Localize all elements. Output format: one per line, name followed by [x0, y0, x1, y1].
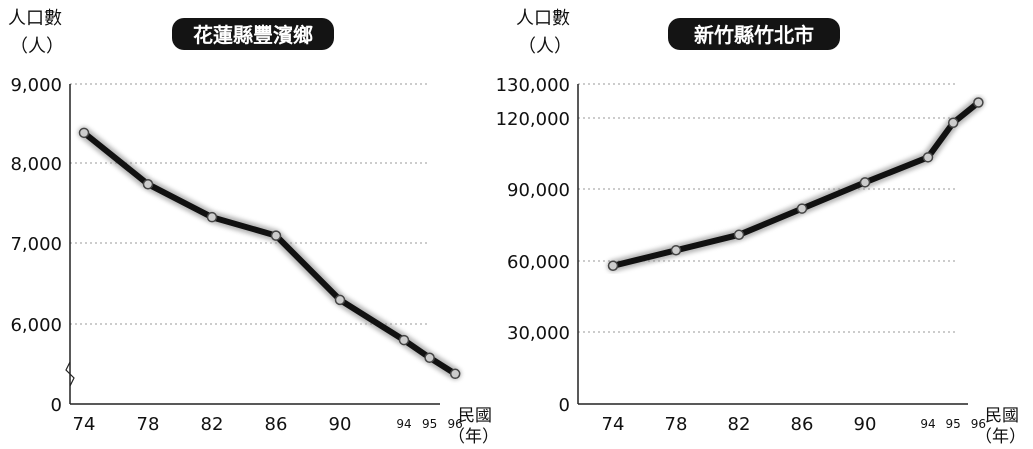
c1-x-tick-label: 74: [73, 414, 96, 435]
c2-data-point: [733, 229, 745, 241]
chart-2-title: 新竹縣竹北市: [694, 23, 814, 47]
c1-data-point: [142, 178, 154, 190]
chart-2-gridlines: [578, 83, 956, 333]
c2-series-line-shadow: [607, 96, 985, 272]
chart-1-axis-break: [65, 361, 75, 387]
c1-y-tick-label: 8,000: [10, 154, 62, 175]
c2-x-tick-label: 74: [602, 414, 625, 435]
c2-y-tick-label: 60,000: [507, 252, 570, 273]
c2-y-tick-label: 130,000: [496, 75, 570, 96]
chart-2-title-badge: 新竹縣竹北市: [668, 18, 840, 50]
c1-x-tick-label: 78: [137, 414, 160, 435]
chart-1-y-label-line1: 人口數: [8, 8, 62, 29]
chart-1-title-badge: 花蓮縣豐濱鄉: [172, 18, 334, 50]
c1-data-point: [334, 294, 346, 306]
c1-x-tick-label: 94: [396, 417, 411, 431]
chart-2-y-label-line1: 人口數: [516, 8, 570, 29]
c1-y-tick-label: 6,000: [10, 315, 62, 336]
chart-1-series: [78, 126, 462, 380]
c1-x-tick-label: 90: [329, 414, 352, 435]
chart-1-y-tick-labels: 0 6,000 7,000 8,000 9,000: [10, 75, 62, 416]
chart-2: 0 30,000 60,000 90,000 120,000 130,000 74 78 82…: [496, 8, 1026, 447]
chart-1-y-label-line2: （人）: [10, 36, 64, 57]
c1-data-point: [398, 334, 410, 346]
c2-x-tick-label: 78: [665, 414, 688, 435]
c1-y-tick-label: 9,000: [10, 75, 62, 96]
chart-1-x-label-line2: （年）: [448, 427, 499, 447]
chart-1-x-tick-labels: 74 78 82 86 90 94 95 96: [73, 414, 463, 435]
c2-y-tick-label: 120,000: [496, 109, 570, 130]
c2-data-point: [670, 245, 682, 256]
c2-data-point: [947, 117, 959, 129]
c2-x-tick-label: 90: [854, 414, 877, 435]
c1-data-point: [206, 211, 218, 223]
c2-data-point: [607, 260, 619, 272]
c1-data-point: [424, 352, 435, 363]
c1-x-tick-label: 95: [422, 417, 437, 431]
chart-2-series: [607, 96, 985, 272]
c2-y-tick-label: 90,000: [507, 180, 570, 201]
c1-y-tick-label: 0: [51, 395, 62, 416]
c2-data-point: [973, 97, 984, 108]
c2-data-point: [796, 203, 808, 214]
c1-x-tick-label: 96: [448, 417, 463, 431]
c2-y-tick-label: 30,000: [507, 323, 570, 344]
c2-y-tick-label: 0: [559, 395, 570, 416]
c2-data-point: [922, 152, 934, 163]
chart-2-axes: [577, 84, 968, 405]
chart-1: 0 6,000 7,000 8,000 9,000 74 78 82 86 90 94 95 96 人…: [8, 8, 499, 447]
c1-x-tick-label: 82: [201, 414, 224, 435]
c1-data-point: [78, 127, 90, 139]
c1-data-point: [449, 368, 461, 380]
chart-1-x-label-line1: 民國: [458, 406, 492, 426]
chart-2-x-label-line2: （年）: [975, 427, 1026, 447]
c1-data-point: [270, 230, 282, 241]
c2-series-line: [610, 99, 982, 269]
chart-1-gridlines: [70, 83, 428, 325]
chart-2-x-label-line1: 民國: [985, 406, 1019, 426]
c2-x-tick-label: 94: [920, 417, 935, 431]
chart-2-y-tick-labels: 0 30,000 60,000 90,000 120,000 130,000: [496, 75, 570, 416]
c2-x-tick-label: 95: [946, 417, 961, 431]
c1-y-tick-label: 7,000: [10, 234, 62, 255]
c2-x-tick-label: 96: [971, 417, 986, 431]
chart-2-y-label-line2: （人）: [518, 36, 572, 57]
c2-x-tick-label: 82: [728, 414, 751, 435]
chart-2-x-tick-labels: 74 78 82 86 90 94 95 96: [602, 414, 986, 435]
c2-data-point: [859, 177, 871, 188]
c1-x-tick-label: 86: [265, 414, 288, 435]
chart-1-axes: [65, 84, 440, 405]
c2-x-tick-label: 86: [791, 414, 814, 435]
chart-1-title: 花蓮縣豐濱鄉: [193, 23, 313, 47]
